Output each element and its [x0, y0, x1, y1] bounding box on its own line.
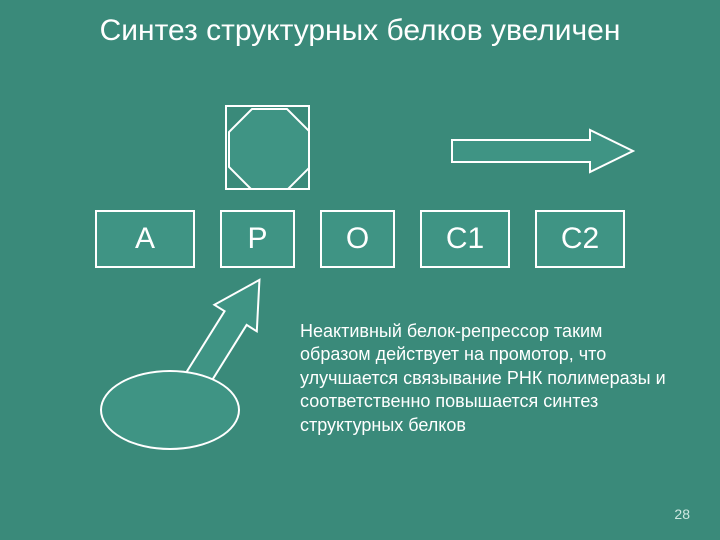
- arrow-right: [450, 128, 635, 174]
- box-p-label: Р: [247, 222, 267, 256]
- ellipse-shape: [100, 370, 240, 450]
- box-c1-label: С1: [446, 222, 484, 256]
- box-c2-label: С2: [561, 222, 599, 256]
- box-a-label: А: [135, 222, 155, 256]
- box-c2: С2: [535, 210, 625, 268]
- box-c1: С1: [420, 210, 510, 268]
- page-number: 28: [674, 506, 690, 522]
- slide-title: Синтез структурных белков увеличен: [0, 14, 720, 48]
- box-o-label: О: [346, 222, 369, 256]
- box-o: О: [320, 210, 395, 268]
- octagon-shape: [225, 105, 310, 190]
- description-text: Неактивный белок-репрессор таким образом…: [300, 320, 670, 437]
